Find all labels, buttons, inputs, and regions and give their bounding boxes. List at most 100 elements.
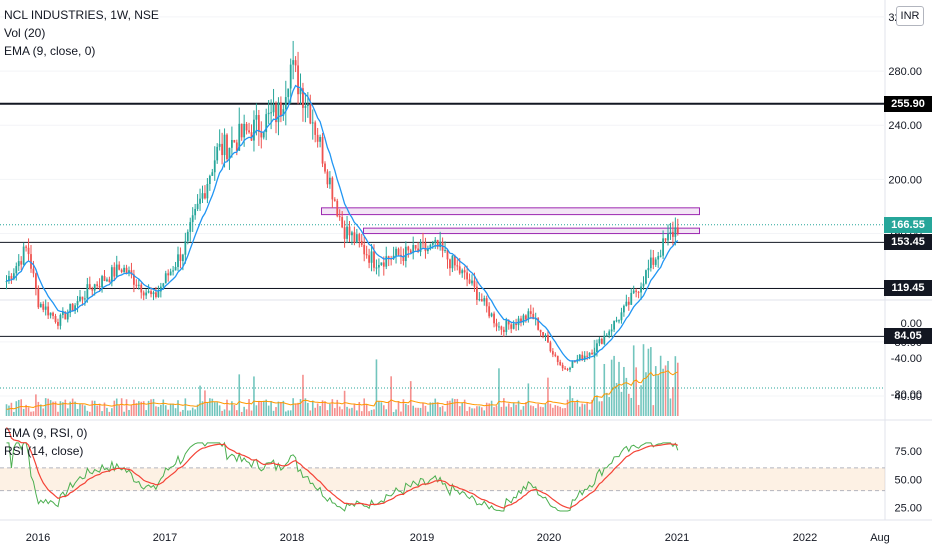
volume-bar <box>160 404 162 416</box>
volume-bar <box>351 407 353 416</box>
candle-body <box>358 234 361 241</box>
candle-body <box>625 301 628 306</box>
volume-bar <box>620 391 623 416</box>
volume-bar <box>485 402 488 416</box>
candle-body <box>480 299 483 302</box>
volume-bar <box>258 400 260 416</box>
volume-bar <box>664 365 667 416</box>
candle-body <box>446 249 449 260</box>
candle-body <box>265 114 268 133</box>
volume-bar <box>667 360 669 416</box>
candle-body <box>226 134 228 160</box>
candle-body <box>248 130 250 133</box>
volume-bar <box>84 405 86 416</box>
volume-bar <box>64 399 67 416</box>
volume-bar <box>630 397 633 416</box>
volume-bar <box>162 399 165 416</box>
volume-bar <box>610 359 613 416</box>
candle-body <box>8 276 10 282</box>
volume-bar <box>319 406 321 416</box>
volume-tick-label: 0.00 <box>901 318 922 330</box>
volume-bar <box>253 376 255 416</box>
volume-bar <box>534 408 537 416</box>
volume-bar <box>564 408 566 416</box>
volume-bar <box>71 398 74 416</box>
candle-body <box>640 286 642 293</box>
volume-bar <box>91 400 94 416</box>
volume-bar <box>586 402 588 416</box>
ema-indicator-label[interactable]: EMA (9, close, 0) <box>4 44 96 58</box>
candle-body <box>453 255 456 266</box>
candle-body <box>431 242 434 245</box>
volume-bar <box>380 402 383 416</box>
volume-bar <box>549 403 552 416</box>
candle-body <box>598 338 601 344</box>
candle-body <box>676 227 679 234</box>
volume-bar <box>231 401 233 416</box>
volume-bar <box>299 399 302 416</box>
candle-body <box>299 88 302 95</box>
volume-bar <box>277 401 280 416</box>
volume-bar <box>618 361 620 416</box>
candle-body <box>569 367 571 370</box>
rsi-indicator-label[interactable]: RSI (14, close) <box>4 444 84 458</box>
candle-body <box>436 239 439 248</box>
candle-body <box>25 246 27 248</box>
volume-bar <box>13 411 15 416</box>
volume-bar <box>270 401 272 416</box>
volume-bar <box>164 405 167 416</box>
volume-bar <box>527 383 530 416</box>
volume-bar <box>559 406 561 416</box>
volume-bar <box>503 398 505 416</box>
volume-bar <box>199 385 201 416</box>
candle-body <box>140 284 143 293</box>
volume-bar <box>297 402 299 416</box>
volume-bar <box>525 402 527 416</box>
volume-bar <box>571 398 574 416</box>
candle-body <box>483 298 486 302</box>
volume-bar <box>182 409 184 416</box>
volume-bar <box>407 405 410 416</box>
candle-body <box>213 160 216 173</box>
candle-body <box>182 254 184 262</box>
candle-body <box>490 313 493 317</box>
candle-body <box>316 134 319 142</box>
candle-body <box>20 261 23 265</box>
currency-button[interactable]: INR <box>896 6 924 26</box>
candle-body <box>275 104 277 123</box>
volume-bar <box>57 411 59 416</box>
candle-body <box>338 216 341 218</box>
volume-bar <box>81 404 84 416</box>
candle-body <box>603 335 606 344</box>
volume-bar <box>321 400 324 416</box>
candle-body <box>637 291 640 293</box>
candle-body <box>654 259 657 265</box>
vol-indicator-label[interactable]: Vol (20) <box>4 26 46 40</box>
volume-bar <box>507 403 510 416</box>
volume-bar <box>201 401 204 416</box>
candle-body <box>145 292 148 296</box>
horizontal-levels <box>0 102 885 337</box>
candle-body <box>505 320 508 333</box>
volume-bar <box>128 409 130 416</box>
rsi-ema-indicator-label[interactable]: EMA (9, RSI, 0) <box>4 426 88 440</box>
price-tick-label: 40.00 <box>894 391 922 403</box>
candle-body <box>321 136 324 164</box>
candle-body <box>507 320 510 325</box>
volume-bar <box>370 409 373 416</box>
volume-bar <box>588 409 591 416</box>
candle-body <box>632 290 635 293</box>
candle-body <box>502 329 505 333</box>
volume-bar <box>613 355 615 416</box>
candle-body <box>39 303 42 308</box>
volume-bar <box>174 408 177 416</box>
volume-bar <box>194 409 196 416</box>
volume-bar <box>42 408 45 416</box>
volume-bar <box>17 399 20 416</box>
candle-body <box>662 238 664 256</box>
volume-bar <box>329 403 331 416</box>
candle-body <box>571 360 574 368</box>
candle-body <box>409 250 412 253</box>
volume-bar <box>424 405 427 416</box>
